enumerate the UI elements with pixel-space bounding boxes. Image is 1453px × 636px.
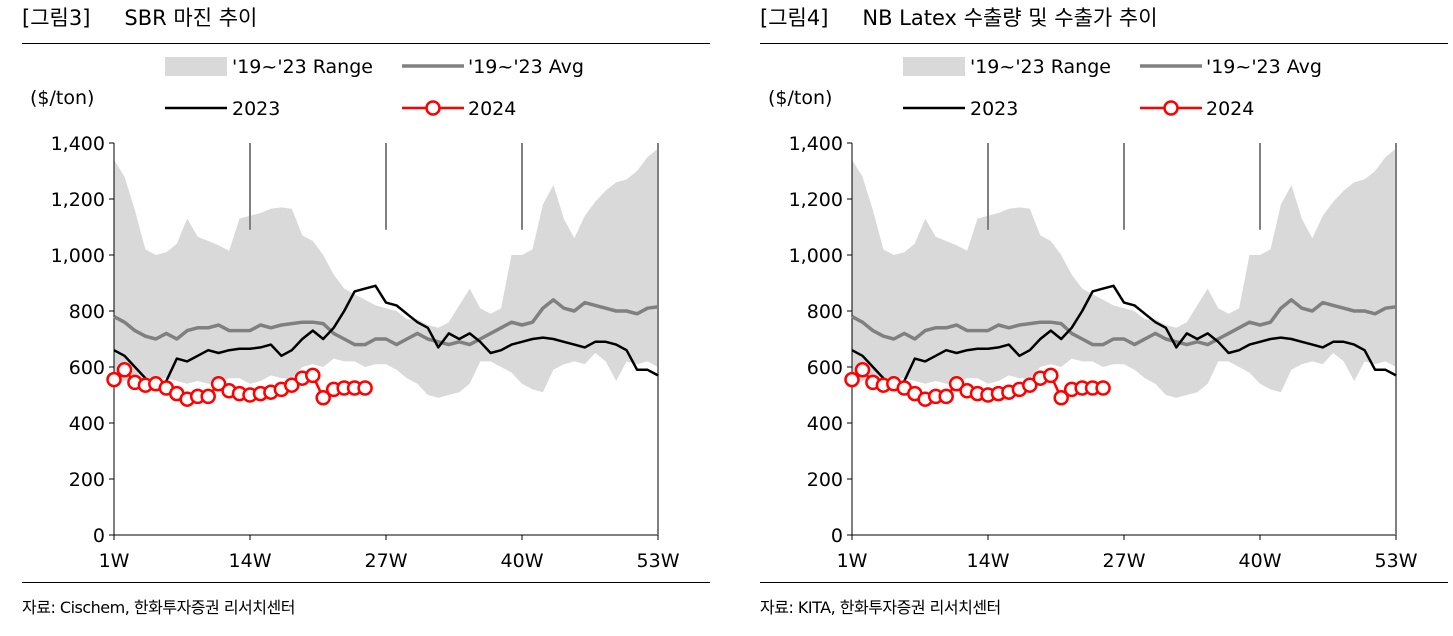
range-band [852, 148, 1396, 398]
y-tick-label: 800 [807, 301, 843, 323]
y-tick-label: 1,400 [51, 133, 105, 155]
x-tick-label: 40W [1239, 550, 1282, 572]
legend-2023-label: 2023 [970, 98, 1018, 120]
y-tick-label: 800 [69, 301, 105, 323]
series-2024-point [305, 367, 321, 384]
legend-2024-marker [425, 100, 441, 116]
bottom-rule [22, 582, 710, 583]
series-2024-point [116, 362, 133, 378]
x-tick-label: 40W [501, 550, 544, 572]
title-rule [760, 43, 1448, 44]
series-2024-point [938, 388, 954, 405]
series-2024-point [357, 380, 373, 396]
legend-2024-label: 2024 [1206, 98, 1254, 120]
series-2023-line [113, 284, 659, 391]
legend-2024-label: 2024 [468, 98, 516, 120]
figure-number: [그림3] [22, 6, 91, 30]
y-tick-label: 1,000 [51, 245, 105, 267]
series-2024-point [1095, 380, 1111, 396]
series-2024-point [854, 362, 871, 378]
series-2024-point [210, 376, 227, 392]
figure-number: [그림4] [760, 6, 829, 30]
legend-range-label: '19~'23 Range [970, 56, 1111, 78]
range-band [114, 148, 658, 398]
legend-range-swatch [165, 57, 227, 76]
chart-panel-left: [그림3] SBR 마진 추이 0 200 400 600 800 1,000 1,200 1,… [22, 0, 712, 636]
y-tick-label: 400 [807, 413, 843, 435]
series-2023-line [851, 284, 1397, 391]
legend-2024-marker [1163, 100, 1179, 116]
legend-avg-label: '19~'23 Avg [1206, 56, 1322, 78]
series-2024-point [1022, 377, 1038, 393]
chart-svg: 0 200 400 600 800 1,000 1,200 1,400 1W 14W 27W 40W 5… [30, 56, 680, 572]
y-tick-label: 200 [69, 469, 105, 491]
x-tick-label: 53W [637, 550, 680, 572]
x-tick-label: 53W [1375, 550, 1418, 572]
source-note: 자료: Cischem, 한화투자증권 리서치센터 [22, 598, 295, 617]
y-tick-label: 0 [93, 525, 105, 547]
y-tick-label: 600 [69, 357, 105, 379]
x-tick-label: 1W [99, 550, 130, 572]
y-tick-label: 1,200 [51, 189, 105, 211]
x-tick-label: 14W [967, 550, 1010, 572]
x-tick-label: 14W [229, 550, 272, 572]
series-2024-point [200, 388, 216, 405]
y-tick-label: 1,200 [789, 189, 843, 211]
figure-title: [그림3] SBR 마진 추이 [22, 2, 257, 32]
series-2024-point [1053, 390, 1069, 406]
series-2024-point [948, 376, 965, 392]
series-2024-point [284, 377, 300, 393]
figure-title: [그림4] NB Latex 수출량 및 수출가 추이 [760, 2, 1158, 32]
chart-title: NB Latex 수출량 및 수출가 추이 [862, 6, 1158, 30]
avg-series-line [851, 298, 1397, 347]
chart-svg: 0 200 400 600 800 1,000 1,200 1,400 1W 14W 27W 40W 5… [768, 56, 1418, 572]
series-2024-point [106, 371, 122, 388]
y-tick-label: 0 [831, 525, 843, 547]
series-2024-point [315, 390, 331, 406]
x-tick-label: 27W [1103, 550, 1146, 572]
legend-2023-label: 2023 [232, 98, 280, 120]
series-2024-point [1043, 367, 1059, 384]
title-rule [22, 43, 710, 44]
legend-range-label: '19~'23 Range [232, 56, 373, 78]
legend-avg-label: '19~'23 Avg [468, 56, 584, 78]
y-tick-label: 400 [69, 413, 105, 435]
y-tick-label: 200 [807, 469, 843, 491]
y-tick-label: 600 [807, 357, 843, 379]
x-tick-label: 27W [365, 550, 408, 572]
y-unit-label: ($/ton) [30, 87, 94, 109]
y-tick-label: 1,000 [789, 245, 843, 267]
avg-series-line [113, 298, 659, 347]
y-unit-label: ($/ton) [768, 87, 832, 109]
y-tick-label: 1,400 [789, 133, 843, 155]
chart-title: SBR 마진 추이 [124, 6, 258, 30]
source-note: 자료: KITA, 한화투자증권 리서치센터 [760, 598, 1001, 617]
chart-panel-right: [그림4] NB Latex 수출량 및 수출가 추이 0 200 400 600 800… [760, 0, 1450, 636]
x-tick-label: 1W [837, 550, 868, 572]
legend-range-swatch [903, 57, 965, 76]
bottom-rule [760, 582, 1448, 583]
series-2024-point [844, 371, 860, 388]
